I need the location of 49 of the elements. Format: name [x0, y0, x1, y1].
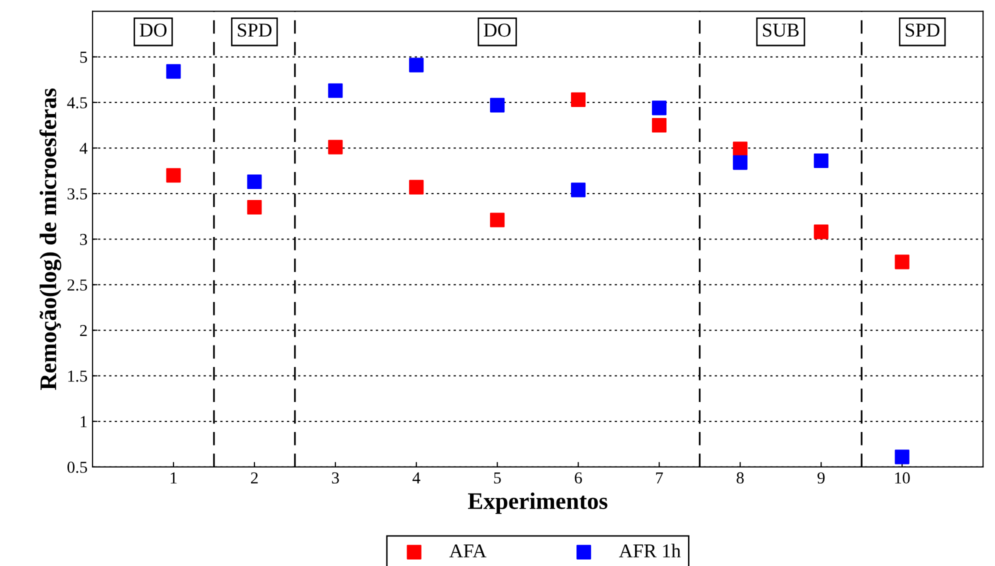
x-tick-label: 1: [170, 472, 177, 484]
x-tick-label: 5: [494, 472, 501, 484]
y-tick-label: 2: [80, 325, 87, 336]
annotation: DO: [140, 24, 166, 37]
x-tick-label: 3: [332, 472, 339, 484]
point: [490, 212, 505, 228]
legend-label: AFR 1h: [618, 544, 681, 558]
point: [490, 98, 505, 112]
point: [328, 140, 343, 154]
y-tick-label: 4.5: [67, 97, 88, 108]
y-tick-label: 3: [80, 234, 88, 246]
point: [894, 254, 910, 270]
point: [166, 64, 181, 79]
point: [732, 155, 748, 170]
y-tick-label: 3.5: [68, 188, 88, 200]
x-tick-label: 10: [895, 472, 910, 484]
point: [247, 200, 262, 215]
y-tick-label: 1.5: [68, 370, 88, 382]
x-tick-label: 9: [818, 472, 825, 484]
y-tick-label: 2.5: [68, 279, 88, 291]
point: [732, 142, 748, 156]
annotation: SUB: [763, 24, 799, 37]
point: [166, 168, 181, 183]
x-tick-label: 2: [251, 472, 258, 484]
point: [409, 180, 424, 194]
x-tick-label: 6: [574, 472, 582, 484]
y-tick-label: 0.5: [67, 462, 88, 473]
annotation: DO: [484, 24, 511, 37]
x-tick-label: 7: [656, 472, 663, 484]
point: [409, 58, 424, 72]
point: [570, 92, 586, 107]
legend-label: AFA: [449, 544, 486, 558]
point: [570, 182, 586, 198]
x-tick-label: 8: [736, 472, 744, 484]
point: [814, 224, 828, 240]
point: [652, 118, 667, 133]
annotation: SPD: [906, 24, 940, 37]
point: [894, 450, 910, 464]
point: [652, 100, 667, 116]
point: [328, 83, 343, 98]
y-axis-title: Remoção(log) de microesferas: [39, 88, 62, 390]
y-tick-label: 1: [80, 416, 87, 428]
point: [247, 174, 262, 190]
x-axis-title: Experimentos: [468, 492, 608, 514]
annotation: SPD: [238, 24, 272, 37]
point: [814, 153, 828, 168]
y-tick-label: 4: [80, 142, 88, 154]
y-tick-label: 5: [80, 52, 88, 63]
x-tick-label: 4: [412, 472, 420, 484]
